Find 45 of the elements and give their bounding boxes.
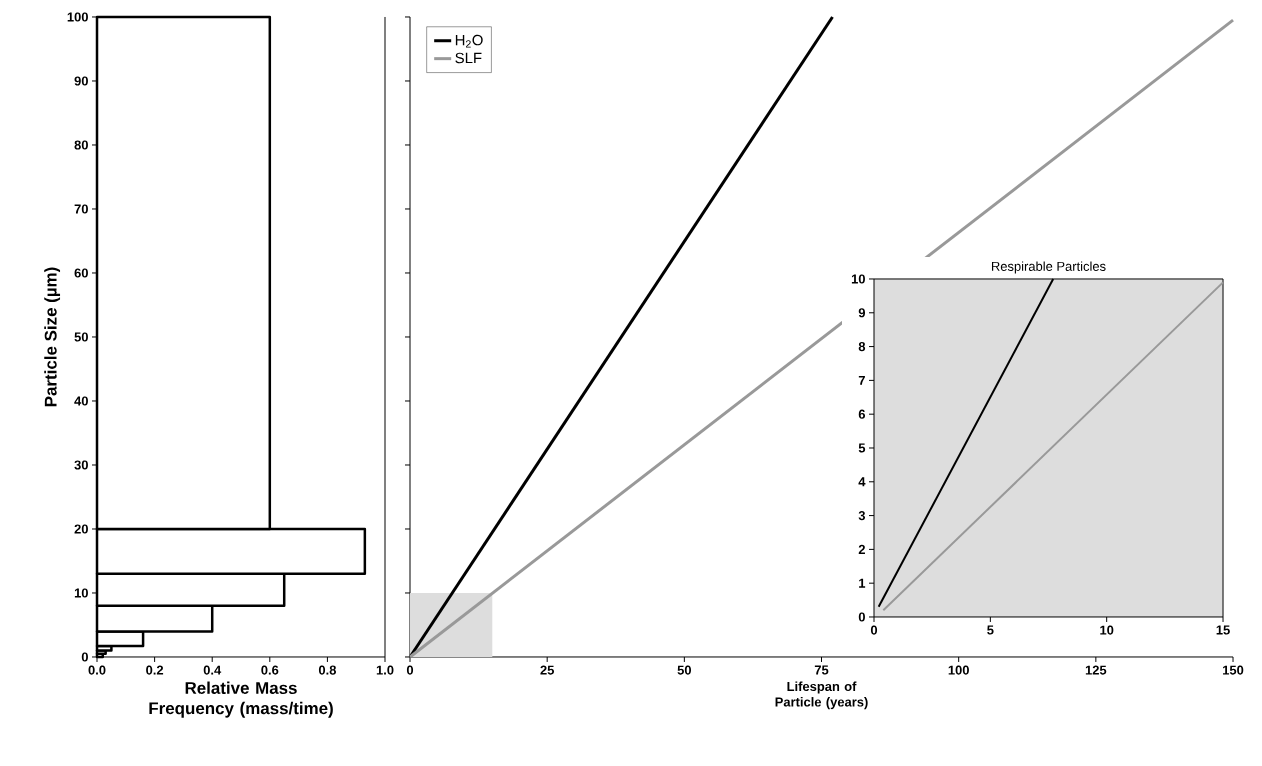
- y-tick-label: 10: [74, 588, 88, 598]
- legend-label: H$_{2}$O: [455, 34, 483, 48]
- x-tick-label: 5: [987, 625, 994, 635]
- y-tick-label: 10: [851, 274, 865, 284]
- y-tick-label: 0: [81, 652, 88, 662]
- y-tick-label: 100: [67, 12, 88, 22]
- x-tick-label: 0: [870, 625, 878, 635]
- y-tick-label: 1: [859, 578, 866, 588]
- x-tick-label: 0: [406, 665, 414, 675]
- y-tick-label: 0: [858, 612, 865, 622]
- x-tick-label: 75: [814, 665, 829, 675]
- x-tick-label: 100: [948, 665, 969, 675]
- x-tick-label: 25: [540, 665, 555, 675]
- x-tick-label: 0.4: [203, 665, 222, 675]
- y-tick-label: 6: [858, 409, 866, 419]
- y-tick-label: 20: [74, 524, 88, 534]
- y-axis-title: Particle Size (µm): [44, 267, 61, 407]
- x-tick-label: 0.6: [261, 665, 279, 675]
- y-tick-label: 30: [74, 460, 88, 470]
- x-tick-label: 1.0: [376, 665, 394, 675]
- y-tick-label: 40: [74, 396, 88, 406]
- x-axis-title: Relative Mass Frequency (mass/time): [149, 681, 333, 718]
- y-tick-label: 3: [858, 510, 866, 521]
- x-axis-title: Lifespan of Particle (years): [775, 681, 868, 710]
- y-tick-label: 60: [74, 268, 88, 278]
- y-tick-label: 8: [858, 341, 866, 352]
- x-tick-label: 50: [677, 665, 692, 675]
- y-tick-label: 9: [858, 308, 866, 318]
- y-tick-label: 4: [858, 477, 866, 487]
- x-tick-label: 0.8: [318, 665, 337, 675]
- x-tick-label: 15: [1216, 625, 1230, 635]
- y-tick-label: 80: [74, 140, 88, 150]
- y-tick-label: 2: [858, 544, 865, 554]
- y-tick-label: 5: [858, 443, 866, 453]
- legend-label: SLF: [455, 52, 482, 64]
- x-tick-label: 0.2: [146, 665, 164, 675]
- x-tick-label: 150: [1223, 665, 1244, 675]
- x-tick-label: 0.0: [88, 665, 106, 675]
- y-tick-label: 70: [74, 204, 88, 214]
- y-tick-label: 7: [858, 375, 865, 385]
- chart-title: Respirable Particles: [991, 261, 1106, 274]
- x-tick-label: 125: [1085, 665, 1107, 675]
- y-tick-label: 50: [74, 332, 88, 342]
- y-tick-label: 90: [74, 76, 88, 86]
- x-tick-label: 10: [1100, 625, 1114, 635]
